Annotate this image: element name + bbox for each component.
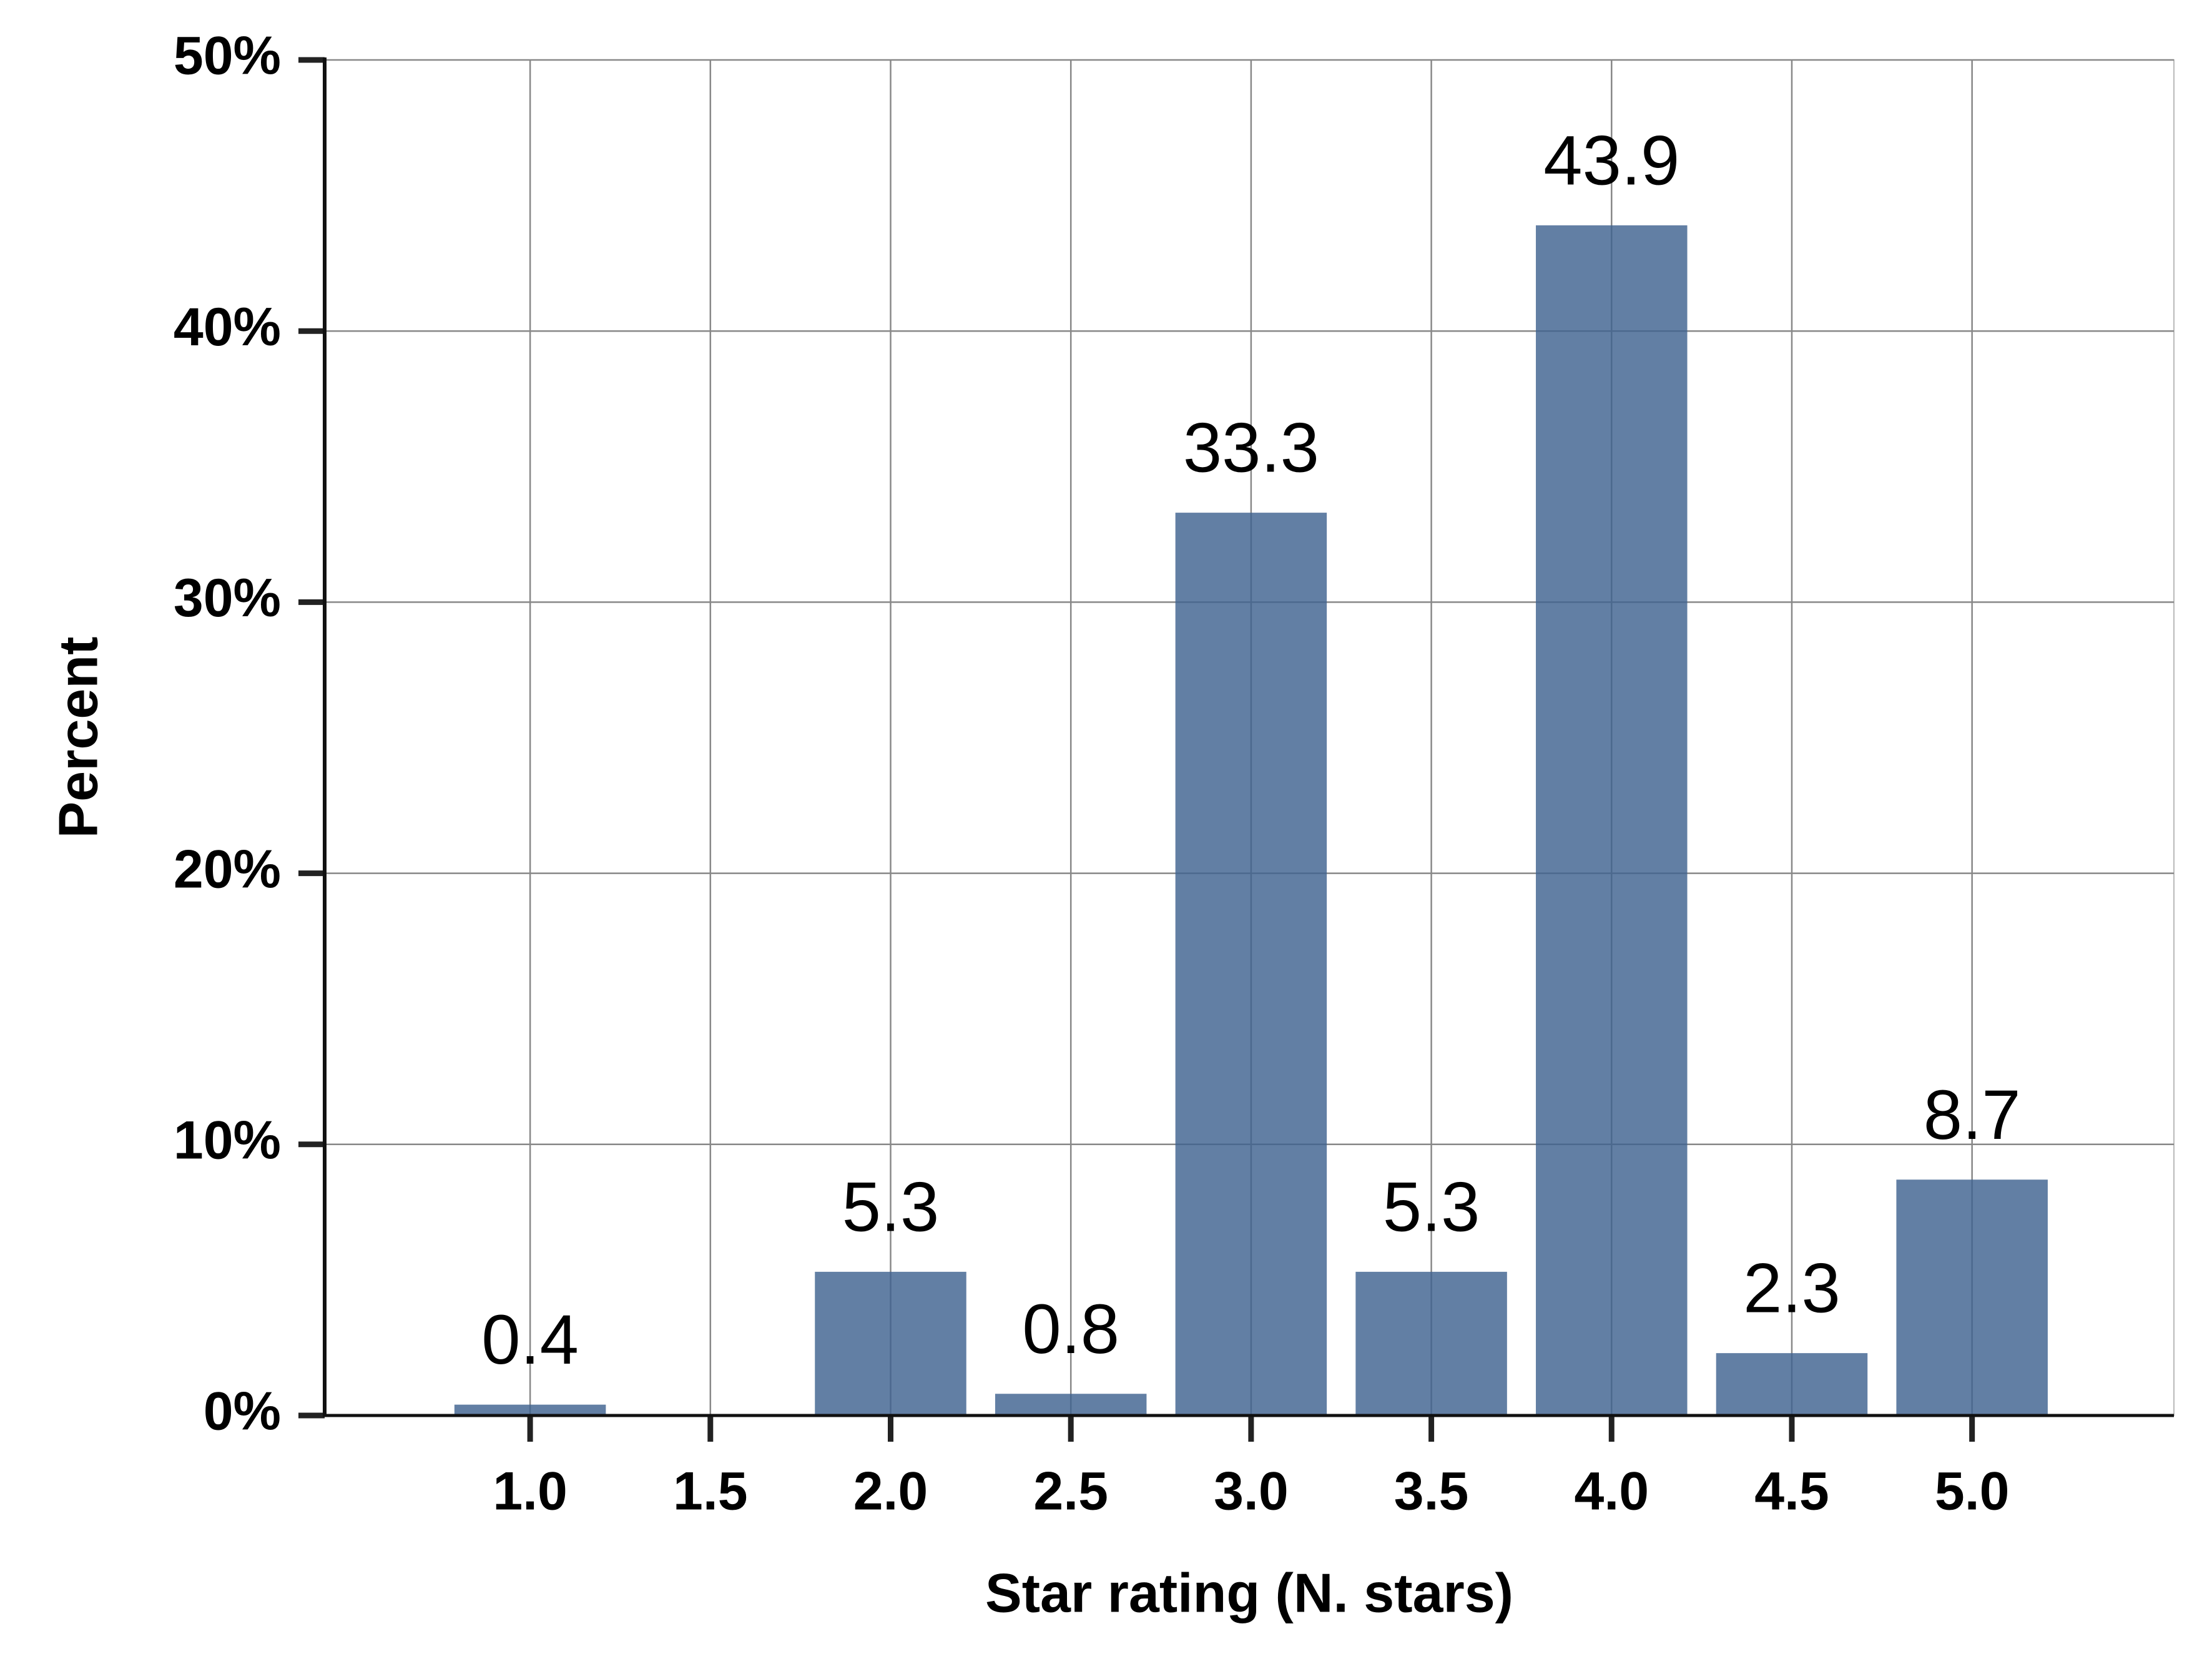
x-tick-label: 2.5 bbox=[1033, 1462, 1108, 1522]
x-axis-title: Star rating (N. stars) bbox=[985, 1562, 1513, 1623]
x-tick-label: 3.0 bbox=[1214, 1462, 1289, 1522]
x-tick-label: 2.0 bbox=[853, 1462, 928, 1522]
value-label: 43.9 bbox=[1543, 121, 1679, 199]
y-tick-label: 20% bbox=[174, 839, 281, 899]
bar bbox=[454, 1404, 606, 1415]
bar bbox=[815, 1271, 966, 1415]
y-tick-label: 50% bbox=[174, 26, 281, 86]
value-label: 0.8 bbox=[1022, 1290, 1119, 1368]
y-tick-label: 0% bbox=[204, 1382, 281, 1442]
bar bbox=[1355, 1271, 1507, 1415]
y-tick-label: 10% bbox=[174, 1111, 281, 1171]
x-tick-label: 3.5 bbox=[1394, 1462, 1469, 1522]
y-axis-title: Percent bbox=[47, 637, 109, 839]
bar bbox=[995, 1394, 1147, 1415]
x-tick-label: 1.0 bbox=[493, 1462, 568, 1522]
value-label: 2.3 bbox=[1743, 1249, 1841, 1327]
y-tick-label: 30% bbox=[174, 568, 281, 628]
value-label: 8.7 bbox=[1924, 1076, 2021, 1154]
bar bbox=[1896, 1179, 2048, 1415]
x-tick-label: 4.0 bbox=[1574, 1462, 1649, 1522]
value-label: 5.3 bbox=[1383, 1168, 1480, 1246]
value-label: 5.3 bbox=[842, 1168, 940, 1246]
bar bbox=[1536, 225, 1688, 1415]
bar bbox=[1716, 1353, 1868, 1415]
value-label: 0.4 bbox=[481, 1301, 579, 1379]
x-tick-label: 4.5 bbox=[1754, 1462, 1829, 1522]
bar bbox=[1175, 513, 1327, 1415]
x-tick-label: 5.0 bbox=[1935, 1462, 2010, 1522]
y-tick-label: 40% bbox=[174, 297, 281, 357]
x-tick-label: 1.5 bbox=[673, 1462, 748, 1522]
value-label: 33.3 bbox=[1183, 409, 1319, 487]
